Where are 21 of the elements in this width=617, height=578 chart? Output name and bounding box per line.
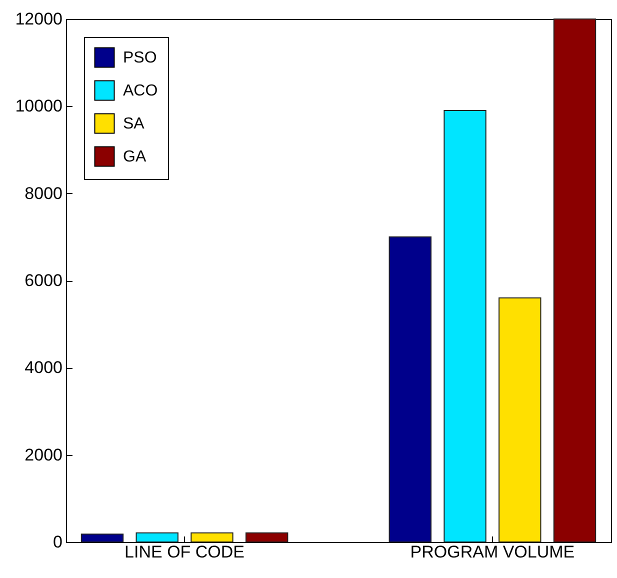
legend-label: ACO [123, 82, 158, 100]
y-tick-label: 0 [53, 532, 62, 552]
bar [444, 110, 486, 542]
bar [553, 18, 596, 542]
y-tick-label: 8000 [24, 184, 62, 203]
legend-label: PSO [123, 50, 157, 66]
y-tick-label: 6000 [24, 271, 62, 290]
y-tick-label: 4000 [24, 358, 62, 378]
bar [190, 532, 234, 542]
bar [80, 534, 124, 542]
y-tick-label: 2000 [24, 445, 62, 464]
x-tick-label: LINE OF CODE [124, 542, 245, 562]
bar [388, 236, 432, 542]
y-tick-label: 10000 [15, 96, 62, 116]
y-tick-label: 12000 [15, 10, 62, 28]
bar [136, 532, 178, 542]
bar [498, 297, 542, 542]
x-tick-label: PROGRAM VOLUME [410, 542, 575, 562]
legend-label: GA [123, 148, 146, 166]
bar [245, 532, 288, 542]
legend-label: SA [123, 116, 145, 132]
